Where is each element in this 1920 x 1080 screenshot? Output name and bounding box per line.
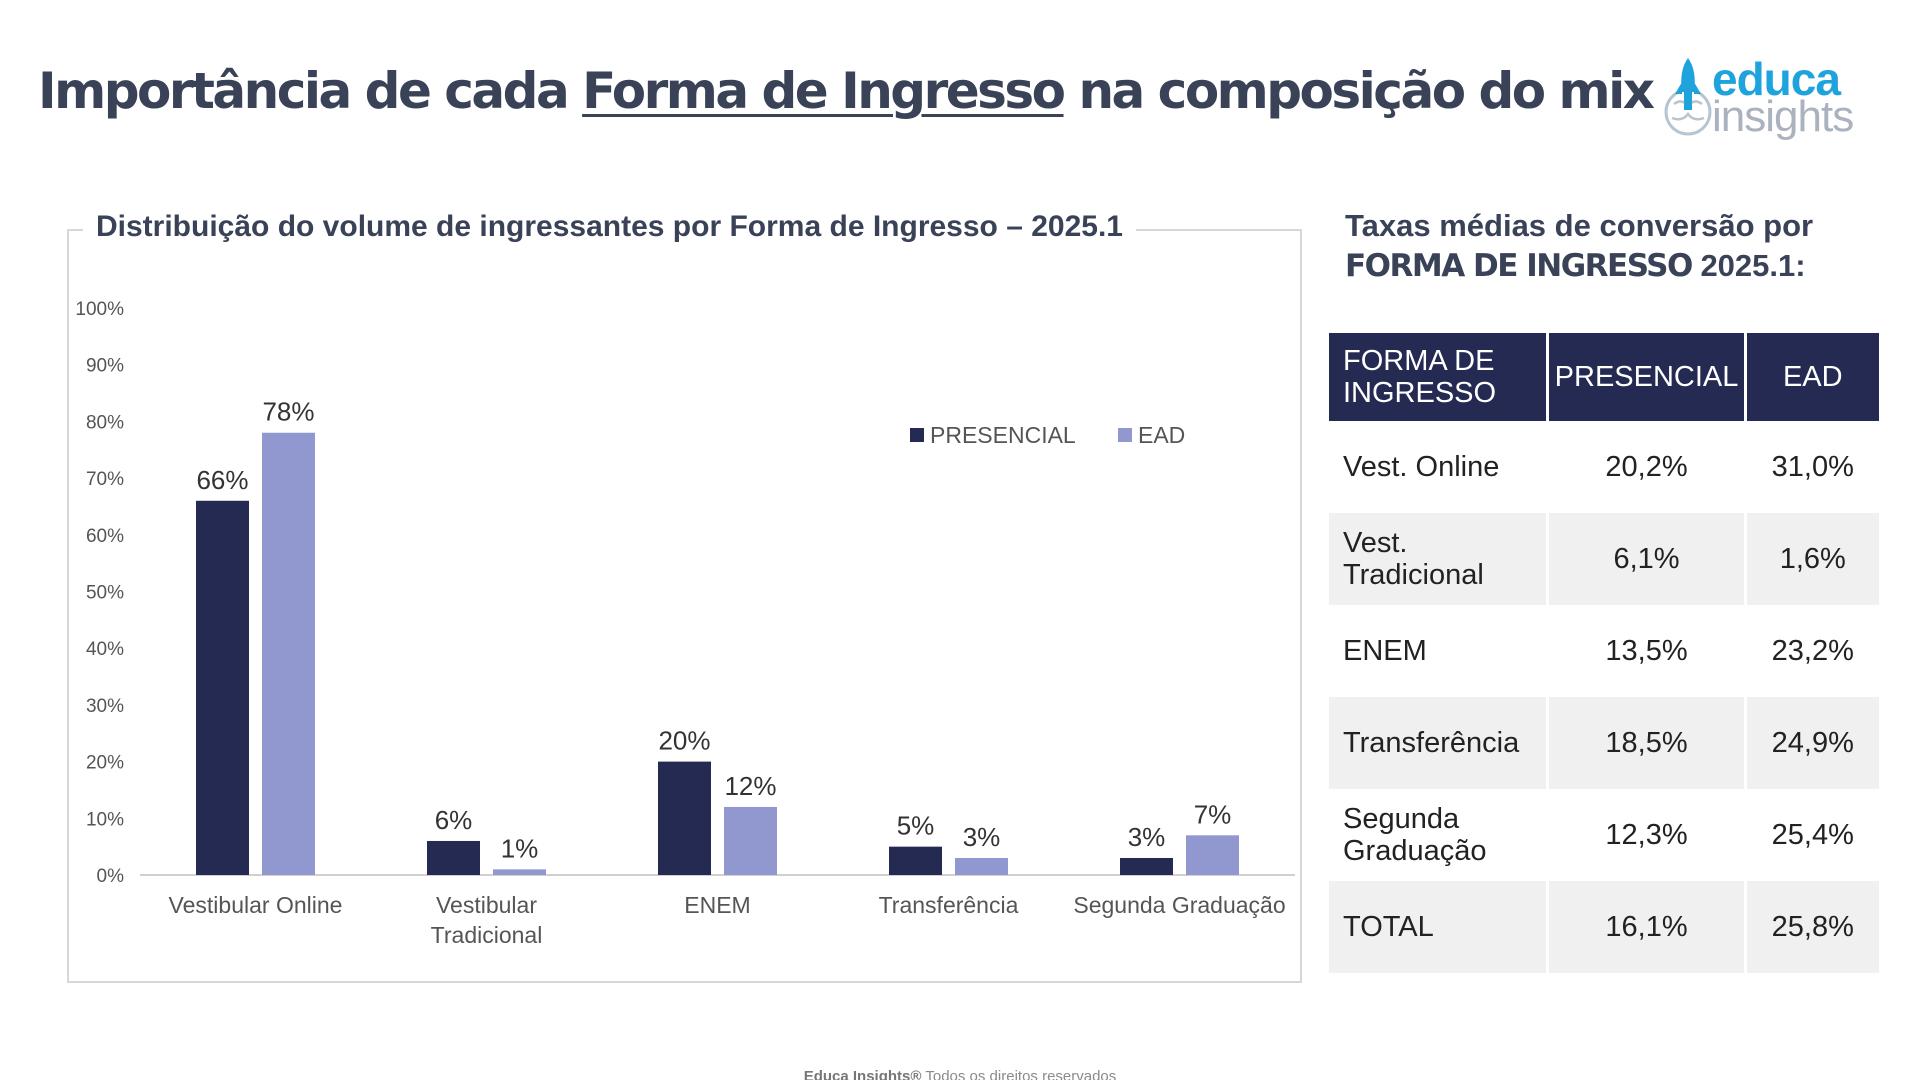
cell-forma: Transferência [1329,697,1550,789]
header-ead: EAD [1745,333,1879,421]
logo-word-educa: educa [1712,53,1841,105]
x-category-label: Transferência [879,892,1019,918]
cell-presencial: 18,5% [1547,697,1747,789]
cell-forma: Segunda Graduação [1329,789,1550,881]
bar-ead [262,432,315,875]
title-part2: na composição do mix [1063,62,1655,120]
conversion-table: FORMA DE INGRESSO PRESENCIAL EAD Vest. O… [1329,333,1879,973]
conversion-title: Taxas médias de conversão por FORMA DE I… [1345,206,1813,286]
data-label: 5% [897,811,935,841]
y-tick-label: 30% [86,696,124,717]
y-tick-label: 70% [86,469,124,490]
y-tick-label: 0% [97,866,125,887]
cell-presencial: 20,2% [1547,421,1747,513]
educa-insights-logo: educa insights [1660,52,1854,147]
logo-word-insights: insights [1712,92,1854,141]
header-forma: FORMA DE INGRESSO [1329,333,1550,421]
legend-label-presencial: PRESENCIAL [930,422,1076,448]
footer-text: Todos os direitos reservados [921,1068,1117,1080]
data-label: 66% [196,465,248,495]
cell-presencial: 13,5% [1547,605,1747,697]
data-label: 12% [724,771,776,801]
title-part1: Importância de cada [38,62,583,120]
cell-ead: 24,9% [1745,697,1879,789]
data-label: 6% [435,805,473,835]
y-tick-label: 80% [86,412,124,433]
table-row: Segunda Graduação 12,3% 25,4% [1329,789,1879,881]
footer: Educa Insights® Todos os direitos reserv… [0,1068,1920,1080]
conversion-title-line1: Taxas médias de conversão por [1345,208,1814,243]
bar-ead [1186,835,1239,875]
header-presencial: PRESENCIAL [1547,333,1747,421]
y-tick-label: 60% [86,526,124,547]
x-category-label: Tradicional [431,922,543,948]
cell-ead: 25,4% [1771,819,1854,851]
data-label: 1% [501,833,539,863]
table-row: ENEM 13,5% 23,2% [1329,605,1879,697]
bar-chart: 0% 10% 20% 30% 40% 50% 60% 70% 80% 90% 100% 66% 78% V… [75,299,1295,948]
y-tick-label: 90% [86,356,124,377]
x-category-label: ENEM [684,892,750,918]
y-tick-label: 50% [86,583,124,604]
table-header-row: FORMA DE INGRESSO PRESENCIAL EAD [1329,333,1879,421]
bar-presencial [427,840,480,875]
conversion-title-bold: FORMA DE INGRESSO [1345,248,1693,284]
cell-ead: 23,2% [1771,635,1854,667]
chart-title: Distribuição do volume de ingressantes p… [83,210,1136,244]
legend-label-ead: EAD [1138,422,1185,448]
legend-swatch-ead [1118,428,1132,442]
bar-presencial [658,761,711,875]
page-title: Importância de cada Forma de Ingresso na… [38,62,1655,120]
y-tick-label: 100% [75,299,124,320]
data-label: 7% [1194,799,1232,829]
x-category-label: Vestibular Online [169,892,343,918]
cell-forma: Vest. Tradicional [1329,513,1550,605]
bar-ead [955,857,1008,875]
cell-ead: 25,8% [1745,881,1879,973]
conversion-title-rest: 2025.1: [1691,248,1806,283]
bar-presencial [889,846,942,875]
cell-presencial: 12,3% [1547,789,1747,881]
data-label: 20% [658,726,710,756]
x-category-label: Vestibular [436,892,537,918]
cell-ead: 1,6% [1745,513,1879,605]
data-label: 3% [963,822,1001,852]
footer-brand: Educa Insights® [803,1068,922,1080]
data-label: 3% [1128,822,1166,852]
cell-forma: Vest. Online [1329,421,1550,513]
bar-presencial [1120,857,1173,875]
cell-presencial: 16,1% [1547,881,1747,973]
table-row: Vest. Online 20,2% 31,0% [1329,421,1879,513]
y-tick-label: 10% [86,809,124,830]
legend-swatch-presencial [910,428,924,442]
cell-ead: 31,0% [1771,451,1854,483]
bar-presencial [196,500,249,875]
bar-ead [493,869,546,875]
table-row: Vest. Tradicional 6,1% 1,6% [1329,513,1879,605]
cell-forma: ENEM [1329,605,1550,697]
title-underlined: Forma de Ingresso [582,62,1066,120]
cell-presencial: 6,1% [1547,513,1747,605]
rocket-brain-icon [1664,58,1712,136]
data-label: 78% [262,397,314,427]
y-tick-label: 40% [86,639,124,660]
table-row: TOTAL 16,1% 25,8% [1329,881,1879,973]
y-tick-label: 20% [86,753,124,774]
bar-ead [724,806,777,875]
x-category-label: Segunda Graduação [1073,892,1285,918]
cell-forma: TOTAL [1329,881,1550,973]
table-row: Transferência 18,5% 24,9% [1329,697,1879,789]
